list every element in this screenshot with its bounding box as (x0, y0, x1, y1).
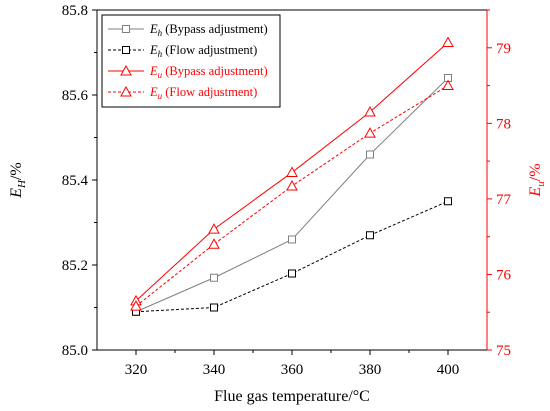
left-y-tick-label: 85.8 (62, 3, 88, 19)
data-point-1-3 (366, 231, 374, 240)
data-point-3-1 (208, 238, 220, 249)
data-point-3-4 (442, 79, 454, 91)
left-y-axis-title: EH/% (8, 162, 28, 199)
left-y-tick-label: 85.4 (62, 173, 89, 189)
right-y-tick-label: 78 (496, 116, 511, 132)
legend: Eh (Bypass adjustment)Eh (Flow adjustmen… (101, 14, 281, 108)
series-1 (132, 197, 452, 316)
legend-label-suffix: (Bypass adjustment) (162, 64, 268, 78)
right-y-axis-title-main: E (527, 187, 544, 198)
x-axis-title: Flue gas temperature/°C (214, 388, 370, 405)
legend-label-3: Eu (Flow adjustment) (149, 85, 257, 101)
x-tick-label: 340 (203, 362, 226, 378)
legend-label-sub: u (158, 70, 163, 80)
legend-label-sub: u (158, 91, 163, 101)
left-y-tick-label: 85.0 (62, 343, 88, 359)
legend-marker-2 (120, 64, 132, 76)
data-point-1-1 (210, 303, 218, 312)
data-point-2-4 (442, 36, 454, 47)
right-y-tick-label: 75 (496, 343, 511, 359)
data-point-3-3 (364, 127, 376, 138)
legend-label-suffix: (Flow adjustment) (162, 85, 257, 99)
legend-label-sub: h (158, 49, 163, 59)
x-tick-label: 380 (359, 362, 382, 378)
legend-label-main: E (149, 64, 158, 78)
left-y-tick-label: 85.2 (62, 258, 88, 274)
legend-label-main: E (149, 22, 158, 36)
legend-label-main: E (149, 85, 158, 99)
right-y-axis-title: Eu/% (527, 163, 547, 197)
left-y-axis-title-main: E (8, 188, 25, 199)
legend-box (101, 14, 281, 108)
data-point-3-2 (286, 180, 298, 191)
data-point-2-3 (364, 105, 376, 117)
data-point-0-3 (366, 150, 374, 159)
x-tick-label: 320 (125, 362, 148, 378)
legend-label-0: Eh (Bypass adjustment) (149, 22, 268, 38)
left-y-tick-label: 85.6 (62, 88, 89, 104)
legend-label-suffix: (Bypass adjustment) (162, 22, 268, 36)
series-0 (132, 74, 452, 316)
data-point-2-1 (208, 223, 220, 234)
legend-marker-3 (120, 85, 132, 97)
left-y-axis-title-suffix: /% (8, 162, 25, 180)
legend-label-1: Eh (Flow adjustment) (149, 43, 257, 59)
series-line-1 (135, 200, 449, 313)
x-tick-label: 400 (437, 362, 460, 378)
x-tick-label: 360 (281, 362, 304, 378)
right-y-axis-title-suffix: /% (527, 163, 544, 181)
right-y-axis-title-sub: u (535, 181, 547, 187)
legend-label-sub: h (158, 28, 163, 38)
data-point-3-0 (130, 300, 142, 311)
right-y-tick-label: 76 (496, 267, 512, 283)
data-point-0-1 (210, 273, 218, 282)
legend-marker-0 (122, 25, 130, 33)
data-point-0-2 (288, 235, 296, 244)
series-3 (130, 79, 454, 311)
legend-label-main: E (149, 43, 158, 57)
data-point-2-2 (286, 166, 298, 177)
data-point-1-2 (288, 269, 296, 278)
legend-label-2: Eu (Bypass adjustment) (149, 64, 268, 80)
series-2 (130, 36, 454, 306)
legend-marker-1 (122, 46, 130, 54)
right-y-tick-label: 79 (496, 41, 511, 57)
legend-label-suffix: (Flow adjustment) (162, 43, 257, 57)
right-y-tick-label: 77 (496, 192, 512, 208)
data-point-1-4 (444, 197, 452, 206)
left-y-axis-title-sub: H (16, 179, 28, 189)
